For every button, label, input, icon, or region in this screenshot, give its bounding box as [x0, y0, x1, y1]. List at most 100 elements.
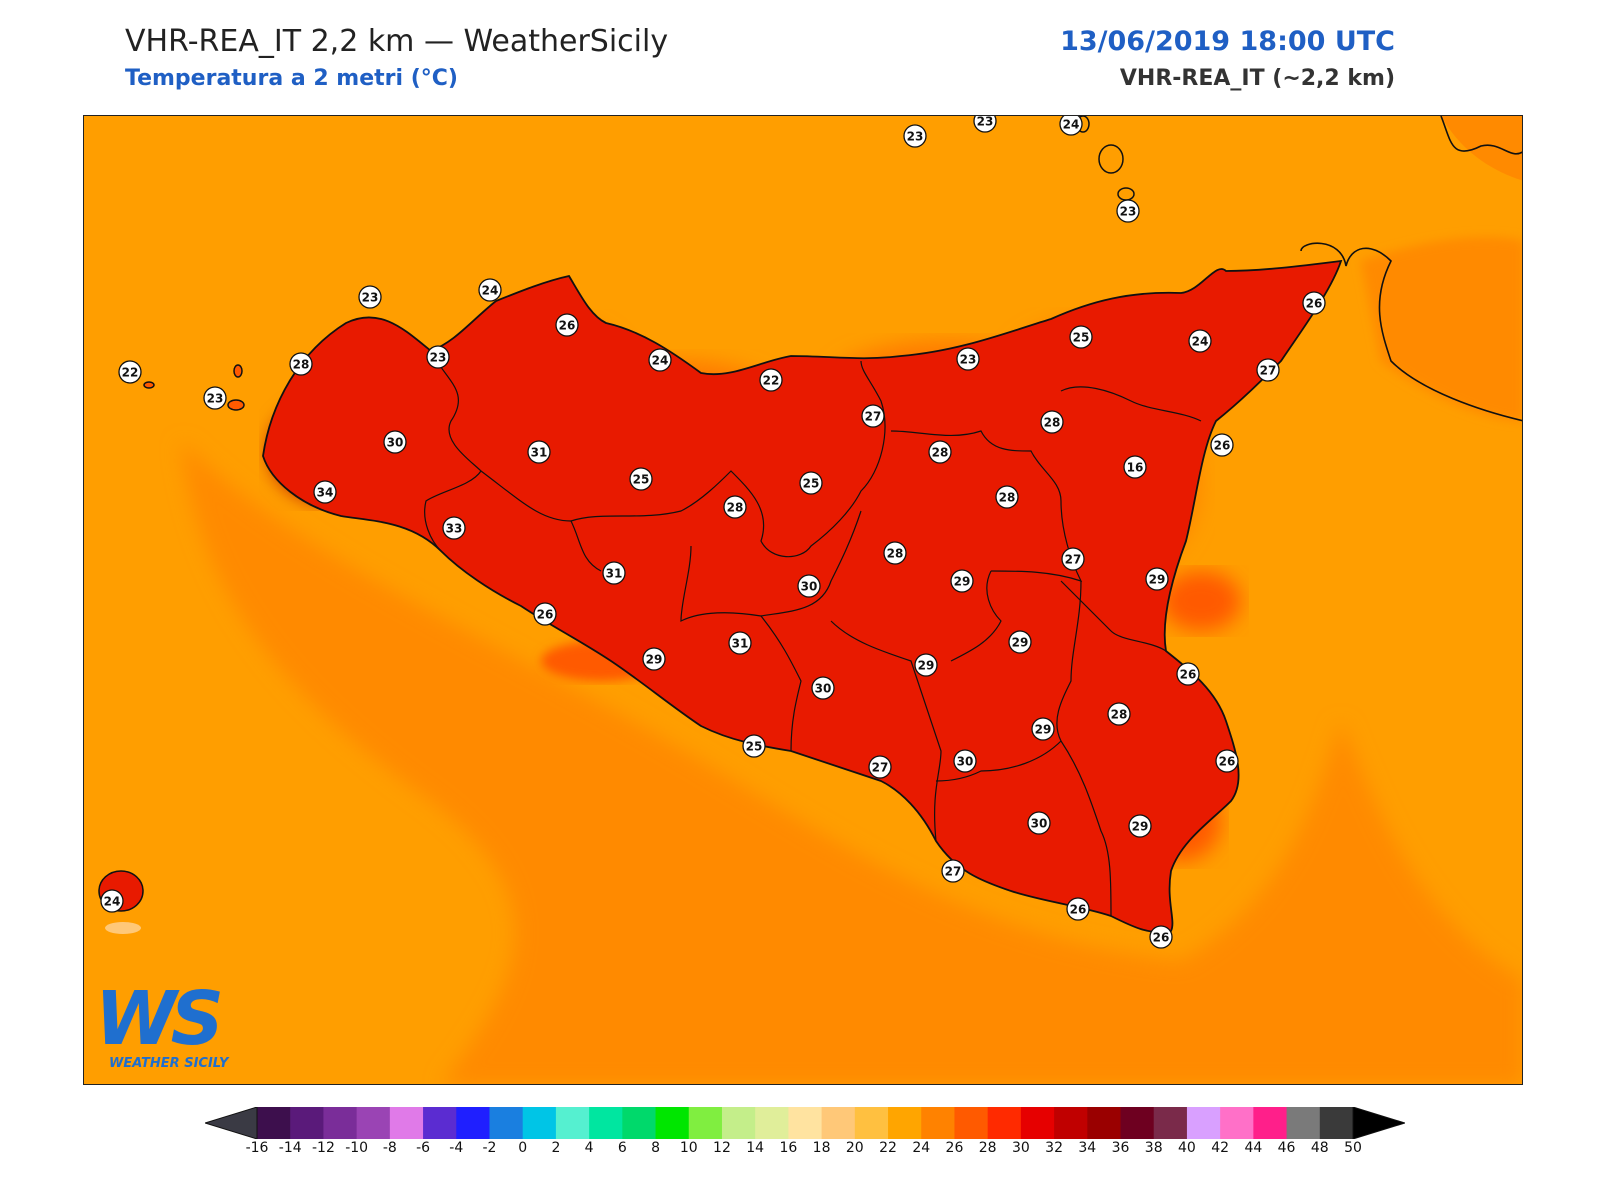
station-marker: 24: [479, 279, 501, 301]
colorbar-tick-label: -10: [345, 1140, 368, 1156]
colorbar-tick-label: 4: [585, 1140, 594, 1156]
station-value: 28: [1111, 708, 1128, 722]
pantelleria-warm-spot: [105, 922, 141, 934]
colorbar-tick-label: 0: [518, 1140, 527, 1156]
station-value: 23: [430, 351, 447, 365]
colorbar-swatch: [1187, 1107, 1221, 1139]
weathersicily-logo: WS WEATHER SICILY: [95, 982, 255, 1077]
colorbar-swatch: [456, 1107, 490, 1139]
colorbar-tick-label: 40: [1178, 1140, 1196, 1156]
station-marker: 31: [729, 632, 751, 654]
colorbar: [205, 1107, 1405, 1139]
colorbar-tick-label: 34: [1078, 1140, 1096, 1156]
station-value: 24: [1192, 335, 1209, 349]
colorbar-tick-label: 2: [551, 1140, 560, 1156]
station-marker: 27: [942, 860, 964, 882]
station-value: 25: [803, 477, 820, 491]
colorbar-labels: -16 -14 -12 -10 -8 -6 -4 -2 0 2 4 6 8 10 12 14 16 18 20 22 2…: [205, 1140, 1405, 1160]
colorbar-tick-label: -4: [449, 1140, 463, 1156]
colorbar-swatch: [689, 1107, 723, 1139]
station-marker: 25: [743, 735, 765, 757]
colorbar-tick-label: 32: [1045, 1140, 1063, 1156]
map-datetime: 13/06/2019 18:00 UTC: [1060, 26, 1395, 57]
colorbar-swatch: [323, 1107, 357, 1139]
station-marker: 25: [800, 472, 822, 494]
colorbar-tick-label: -2: [483, 1140, 497, 1156]
station-marker: 23: [1117, 200, 1139, 222]
colorbar-tick-label: 16: [779, 1140, 797, 1156]
colorbar-swatch: [822, 1107, 856, 1139]
station-marker: 29: [1129, 815, 1151, 837]
station-value: 16: [1127, 461, 1144, 475]
colorbar-swatch: [1320, 1107, 1354, 1139]
station-marker: 16: [1124, 456, 1146, 478]
station-marker: 25: [630, 468, 652, 490]
colorbar-swatch: [1021, 1107, 1055, 1139]
colorbar-swatch: [357, 1107, 391, 1139]
station-marker: 26: [1177, 663, 1199, 685]
colorbar-tick-label: 10: [680, 1140, 698, 1156]
colorbar-swatch: [1220, 1107, 1254, 1139]
colorbar-swatch: [1054, 1107, 1088, 1139]
colorbar-tick-label: 14: [746, 1140, 764, 1156]
station-marker: 25: [1070, 326, 1092, 348]
station-value: 24: [482, 284, 499, 298]
map-subtitle: Temperatura a 2 metri (°C): [125, 66, 458, 91]
station-value: 23: [907, 130, 924, 144]
station-marker: 24: [1189, 330, 1211, 352]
colorbar-tick-label: 36: [1112, 1140, 1130, 1156]
station-marker: 28: [1041, 411, 1063, 433]
station-marker: 29: [643, 648, 665, 670]
station-value: 29: [1149, 573, 1166, 587]
station-value: 23: [362, 291, 379, 305]
station-value: 29: [954, 575, 971, 589]
station-value: 30: [801, 580, 818, 594]
colorbar-swatch: [755, 1107, 789, 1139]
colorbar-swatch: [722, 1107, 756, 1139]
colorbar-tick-label: 30: [1012, 1140, 1030, 1156]
colorbar-swatch: [888, 1107, 922, 1139]
station-marker: 28: [884, 542, 906, 564]
station-value: 27: [865, 410, 882, 424]
station-value: 31: [732, 637, 749, 651]
station-value: 24: [104, 895, 121, 909]
station-value: 29: [1035, 723, 1052, 737]
station-value: 27: [872, 761, 889, 775]
station-value: 28: [887, 547, 904, 561]
colorbar-tick-label: 8: [651, 1140, 660, 1156]
station-value: 27: [1065, 553, 1082, 567]
colorbar-swatch: [257, 1107, 291, 1139]
station-marker: 30: [954, 750, 976, 772]
station-marker: 29: [1009, 631, 1031, 653]
colorbar-tick-label: 20: [846, 1140, 864, 1156]
station-value: 25: [633, 473, 650, 487]
station-marker: 24: [649, 349, 671, 371]
colorbar-swatch: [855, 1107, 889, 1139]
station-marker: 23: [427, 346, 449, 368]
colorbar-tick-label: 28: [979, 1140, 997, 1156]
colorbar-tick-label: 50: [1344, 1140, 1362, 1156]
colorbar-tick-label: 26: [946, 1140, 964, 1156]
station-value: 28: [999, 491, 1016, 505]
colorbar-tick-label: 12: [713, 1140, 731, 1156]
station-value: 31: [606, 567, 623, 581]
station-value: 26: [559, 319, 576, 333]
station-marker: 23: [904, 125, 926, 147]
station-value: 31: [531, 446, 548, 460]
colorbar-tick-label: -12: [312, 1140, 335, 1156]
temperature-field: 2323 242323 242624222325 242627222328 233031…: [84, 116, 1523, 1085]
station-marker: 23: [957, 348, 979, 370]
colorbar-tick-label: 24: [912, 1140, 930, 1156]
station-marker: 27: [862, 405, 884, 427]
station-value: 25: [1073, 331, 1090, 345]
station-marker: 31: [603, 562, 625, 584]
station-marker: 28: [929, 441, 951, 463]
station-marker: 29: [1146, 568, 1168, 590]
colorbar-tick-label: -16: [246, 1140, 269, 1156]
station-value: 29: [1012, 636, 1029, 650]
colorbar-swatch: [656, 1107, 690, 1139]
station-value: 25: [746, 740, 763, 754]
station-marker: 31: [528, 441, 550, 463]
colorbar-swatch: [290, 1107, 324, 1139]
station-value: 23: [960, 353, 977, 367]
